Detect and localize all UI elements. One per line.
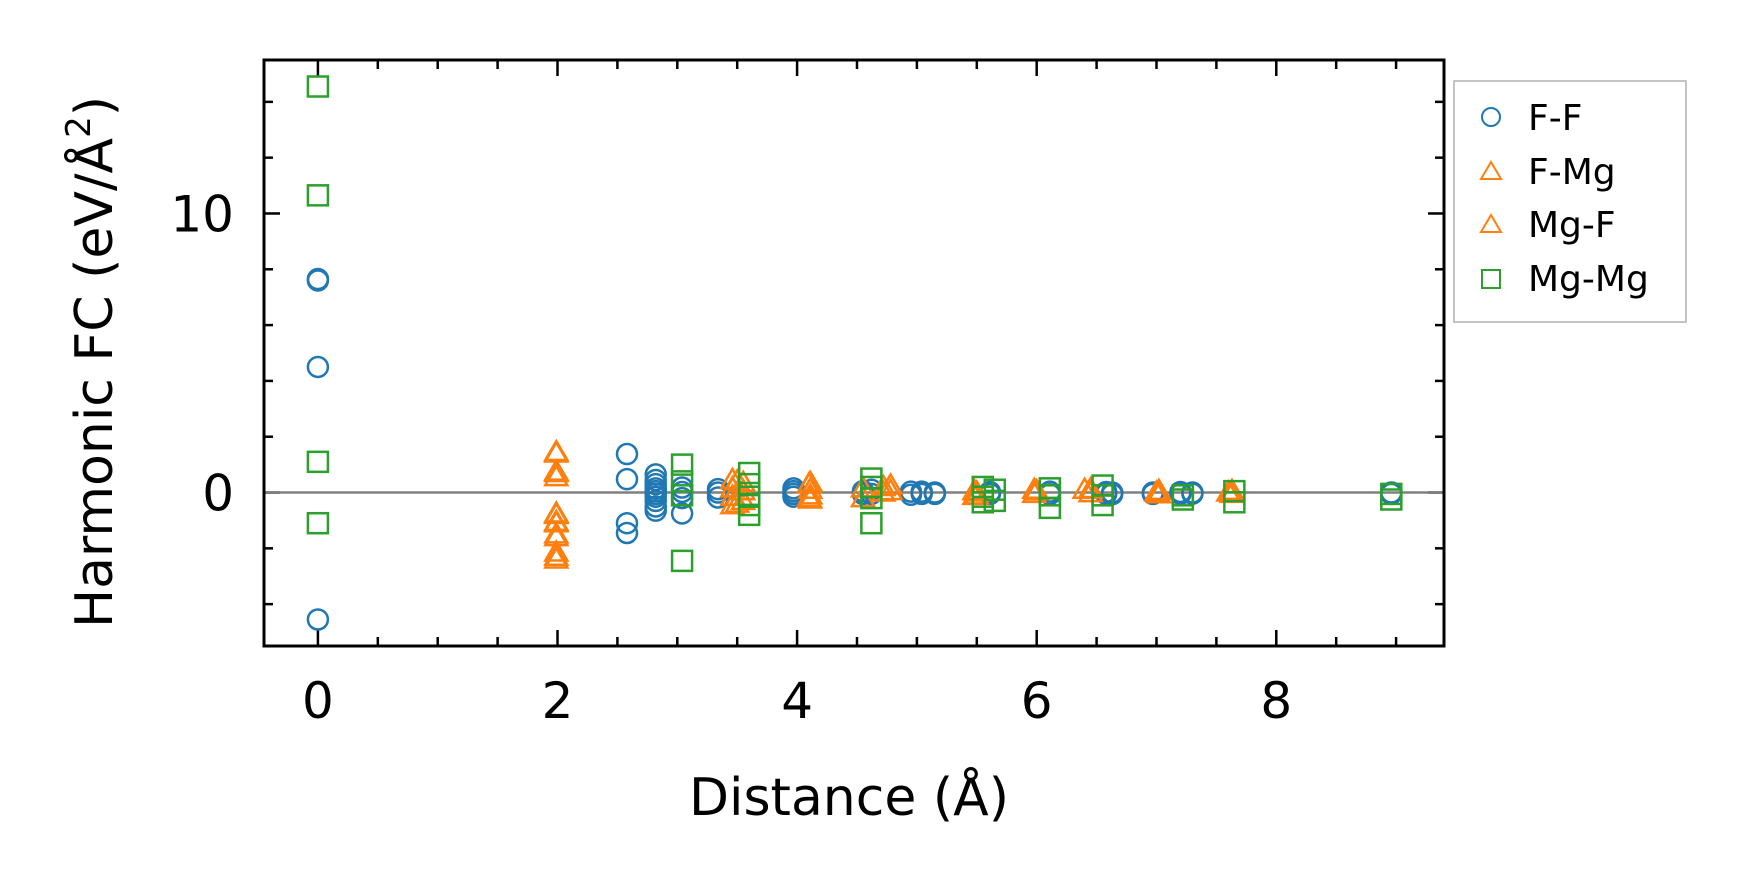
y-axis-label: Harmonic FC (eV/Å2) bbox=[59, 96, 125, 628]
data-point-square bbox=[306, 450, 330, 474]
y-tick-label: 10 bbox=[170, 185, 234, 243]
data-point-triangle bbox=[963, 479, 990, 502]
y-tick-label: 0 bbox=[202, 465, 234, 523]
data-point-circle bbox=[670, 502, 694, 525]
data-point-square bbox=[1223, 491, 1246, 514]
data-point-triangle bbox=[724, 490, 751, 513]
data-point-triangle bbox=[870, 473, 897, 497]
series-mg-mg bbox=[306, 75, 1403, 573]
data-point-circle bbox=[615, 521, 639, 545]
data-point-square bbox=[860, 486, 883, 510]
data-point-triangle bbox=[543, 463, 570, 487]
data-point-square bbox=[1038, 484, 1062, 507]
legend-label-mg-f: Mg-F bbox=[1528, 205, 1616, 246]
series-mg-f bbox=[543, 439, 1242, 566]
legend-entry-mg-f: Mg-F bbox=[1479, 205, 1616, 246]
x-tick-label: 8 bbox=[1260, 672, 1292, 730]
legend-marker-circle bbox=[1481, 107, 1501, 127]
data-point-circle bbox=[1380, 482, 1403, 506]
data-point-triangle bbox=[543, 539, 570, 562]
data-points bbox=[306, 75, 1403, 631]
tick-labels: 0 2 4 6 8 0 10 bbox=[170, 185, 1292, 730]
x-tick-label: 6 bbox=[1021, 672, 1053, 730]
data-point-triangle bbox=[1143, 479, 1170, 502]
data-point-square bbox=[860, 511, 883, 535]
data-point-triangle bbox=[795, 484, 823, 508]
data-point-square bbox=[670, 549, 694, 573]
data-point-circle bbox=[615, 511, 639, 535]
data-point-triangle bbox=[543, 546, 570, 569]
data-point-triangle bbox=[870, 479, 897, 502]
data-point-square bbox=[306, 184, 330, 207]
data-point-triangle bbox=[719, 491, 746, 515]
legend-box bbox=[1453, 80, 1687, 323]
data-point-triangle bbox=[963, 481, 990, 505]
data-point-circle bbox=[910, 482, 933, 506]
data-point-square bbox=[1380, 488, 1403, 511]
data-point-triangle bbox=[1023, 477, 1050, 501]
plot-frame bbox=[262, 58, 1446, 648]
y-axis-label-superscript: 2 bbox=[59, 116, 99, 138]
data-point-square bbox=[983, 489, 1007, 513]
data-point-square bbox=[1038, 496, 1062, 520]
y-axis-label-close: ) bbox=[65, 96, 125, 116]
data-point-circle bbox=[306, 355, 330, 379]
data-point-triangle bbox=[730, 487, 757, 511]
legend-label-f-f: F-F bbox=[1528, 98, 1582, 139]
data-point-triangle bbox=[1071, 476, 1098, 499]
legend-label-mg-mg: Mg-Mg bbox=[1528, 259, 1649, 300]
data-point-square bbox=[737, 503, 761, 527]
data-point-square bbox=[1171, 488, 1195, 511]
x-tick-label: 2 bbox=[542, 672, 574, 730]
data-point-triangle bbox=[543, 509, 570, 533]
data-point-circle bbox=[1169, 482, 1192, 506]
data-point-triangle bbox=[724, 467, 751, 491]
data-point-square bbox=[971, 491, 995, 514]
legend-marker-square bbox=[1481, 269, 1501, 289]
data-point-triangle bbox=[1077, 479, 1104, 503]
data-point-square bbox=[1091, 493, 1114, 517]
data-point-triangle bbox=[543, 459, 570, 483]
series-f-f bbox=[306, 267, 1403, 631]
data-point-circle bbox=[644, 499, 667, 522]
data-point-circle bbox=[923, 482, 947, 506]
data-point-triangle bbox=[543, 501, 570, 525]
data-point-triangle bbox=[543, 543, 570, 566]
legend: F-F F-Mg Mg-F Mg-Mg bbox=[1453, 80, 1687, 323]
data-point-square bbox=[306, 75, 330, 98]
legend-entry-f-mg: F-Mg bbox=[1479, 152, 1616, 193]
data-point-circle bbox=[615, 467, 639, 491]
legend-label-f-mg: F-Mg bbox=[1528, 152, 1616, 193]
legend-marker-triangle bbox=[1479, 160, 1503, 180]
y-axis-label-main: Harmonic FC (eV/Å bbox=[63, 137, 125, 628]
data-point-circle bbox=[306, 608, 330, 631]
data-point-square bbox=[670, 470, 694, 493]
axis-ticks bbox=[264, 60, 1444, 646]
x-tick-label: 0 bbox=[302, 672, 334, 730]
data-point-circle bbox=[644, 489, 667, 513]
data-point-triangle bbox=[795, 470, 823, 494]
data-point-triangle bbox=[797, 476, 824, 499]
x-tick-label: 4 bbox=[781, 672, 813, 730]
legend-marker-triangle bbox=[1479, 213, 1503, 233]
x-axis-label: Distance (Å) bbox=[689, 766, 1009, 828]
legend-entry-f-f: F-F bbox=[1481, 98, 1582, 139]
data-point-triangle bbox=[877, 477, 904, 501]
legend-entry-mg-mg: Mg-Mg bbox=[1481, 259, 1649, 300]
data-point-square bbox=[670, 484, 694, 507]
data-point-square bbox=[306, 511, 330, 535]
data-point-circle bbox=[306, 269, 330, 292]
data-point-triangle bbox=[1218, 477, 1246, 501]
data-point-square bbox=[670, 453, 694, 476]
data-point-circle bbox=[615, 442, 639, 466]
